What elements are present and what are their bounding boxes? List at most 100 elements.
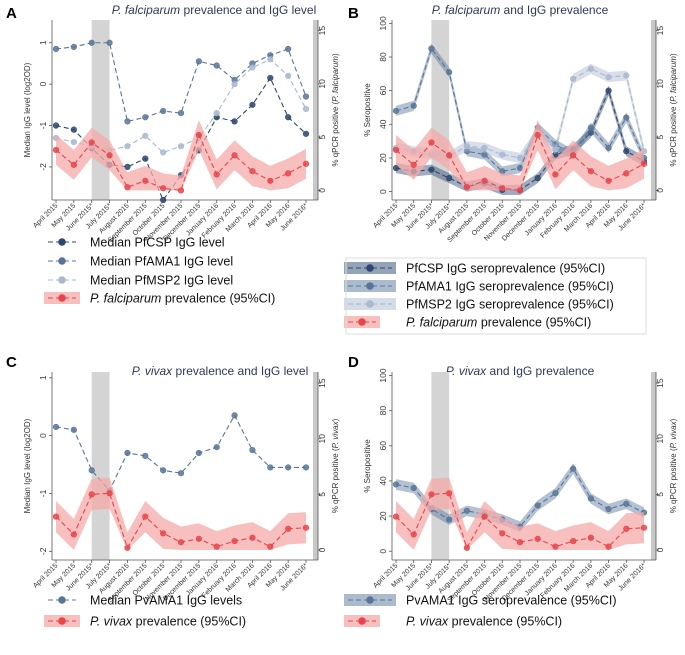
legend-marker [366,282,374,290]
legend-entry: Median PfMSP2 IgG level [48,274,233,288]
legend-label-part: Pf [134,236,146,250]
data-point [70,138,77,146]
data-point [267,56,274,63]
legend-entry: Median PfAMA1 IgG level [48,255,233,269]
data-point [516,539,524,546]
legend-marker [358,318,366,326]
data-point [570,537,577,545]
y2-axis-title-part: % qPCR positive ( [331,448,340,513]
y2-axis-title-part: % qPCR positive ( [669,101,678,166]
data-point [70,126,77,133]
legend-label-part: Median [90,594,134,608]
data-point [124,143,131,150]
data-point [552,543,559,550]
data-point [142,177,149,184]
data-point [88,491,95,498]
y2-tick-label: 10 [655,79,665,89]
season-shade [91,372,110,560]
panel-title: P. vivax and IgG prevalence [446,364,595,378]
data-point [428,139,435,146]
legend-marker [366,596,374,604]
data-point [499,185,506,192]
legend-label: PfCSP IgG seroprevalence (95%CI) [406,262,605,276]
data-point [410,531,417,538]
data-point [463,544,470,551]
data-point [267,543,274,550]
data-point [213,110,220,117]
data-point [463,143,470,150]
data-point [534,535,541,542]
panel-letter: D [348,354,359,371]
y2-tick-label: 5 [655,492,665,497]
data-point [52,423,60,431]
series-line [395,133,645,192]
legend-entry: PfAMA1 IgG seroprevalence (95%CI) [344,280,614,294]
panel-title-part: P. falciparum [432,3,500,17]
legend-label-part: AMA1 IgG seroprevalence (95%CI) [418,280,614,294]
data-point [623,500,630,507]
data-point [587,65,594,72]
legend-label: P. vivax prevalence (95%CI) [406,615,562,629]
panel-letter: C [6,354,17,371]
right-axis-strip [651,20,656,200]
y-tick-label: 0 [38,82,48,87]
y2-tick-label: 5 [317,135,327,140]
data-point [160,185,167,192]
legend-label: PfMSP2 IgG seroprevalence (95%CI) [406,298,614,312]
y-tick-label: 1 [38,40,48,45]
data-point [481,177,488,184]
series-line [55,133,307,192]
data-point [481,151,488,158]
legend-entry: PfCSP IgG seroprevalence (95%CI) [344,262,605,276]
data-point [552,171,559,178]
panel-title-part: prevalence and IgG level [172,364,308,378]
y2-axis-title-part: P. vivax [331,420,340,448]
data-point [267,464,274,471]
data-point [285,45,292,53]
data-point [231,118,238,125]
panel-C: C P. vivax prevalence and IgG level -2 -1 0 1… [6,354,340,629]
series-band [396,120,644,191]
data-point [52,122,60,129]
legend-label-part: Pf [134,255,146,269]
data-point [640,524,648,531]
y-tick-label: 100 [378,368,388,382]
data-point [446,516,453,523]
data-point [428,45,435,52]
season-shade [431,372,450,560]
data-point [534,502,541,509]
data-point [446,175,453,182]
legend-marker [366,264,374,272]
data-point [392,107,400,114]
data-point [552,490,559,497]
data-point [605,87,612,94]
y2-axis-title: % qPCR positive (P. falciparum) [331,53,340,167]
legend-label: Median PfMSP2 IgG level [90,274,233,288]
data-point [195,535,202,542]
data-point [623,114,630,121]
legend-label-part: AMA1 IgG seroprevalence (95%CI) [421,594,617,608]
legend-label: Median PfCSP IgG level [90,236,225,250]
data-point [499,530,506,537]
legend-label-part: Median [90,236,134,250]
panel-title-part: and IgG prevalence [486,364,594,378]
y2-axis-title-part: % qPCR positive ( [331,101,340,166]
legend-entry: Median PvAMA1 IgG levels [48,594,242,608]
data-point [285,170,292,177]
panel-A: A P. falciparum prevalence and IgG level -… [6,3,340,306]
data-point [392,146,400,154]
series-band [396,43,644,177]
legend-marker [58,294,66,302]
legend-label: PfAMA1 IgG seroprevalence (95%CI) [406,280,614,294]
data-point [285,72,292,79]
legend-entry: Median PfCSP IgG level [48,236,225,250]
y-tick-label: 0 [38,433,48,438]
y2-axis-title-part: ) [331,53,340,56]
data-point [428,166,435,173]
legend-label-part: P. vivax [90,615,133,629]
data-point [124,184,131,191]
data-point [516,154,524,162]
legend-frame-b [345,257,647,335]
data-point [142,155,149,162]
data-point [142,114,149,121]
